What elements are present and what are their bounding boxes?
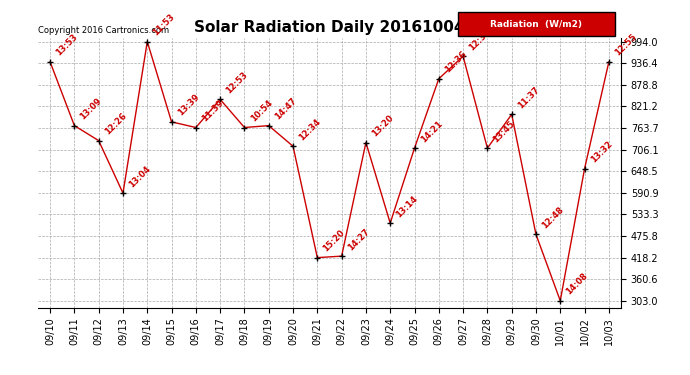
- Text: 12:36: 12:36: [443, 49, 469, 75]
- Text: 13:45: 13:45: [491, 118, 517, 144]
- Text: 11:53: 11:53: [151, 12, 177, 38]
- Text: 12:26: 12:26: [103, 111, 128, 136]
- Text: 13:53: 13:53: [55, 33, 79, 58]
- Text: 13:09: 13:09: [79, 96, 103, 122]
- Text: 12:48: 12:48: [540, 205, 565, 230]
- Title: Solar Radiation Daily 20161004: Solar Radiation Daily 20161004: [194, 20, 465, 35]
- Text: 12:31: 12:31: [467, 27, 493, 52]
- Text: 14:27: 14:27: [346, 226, 371, 252]
- Text: 14:08: 14:08: [564, 272, 590, 297]
- Text: 14:47: 14:47: [273, 96, 298, 122]
- Text: 13:14: 13:14: [395, 194, 420, 219]
- Text: 12:34: 12:34: [297, 117, 322, 142]
- FancyBboxPatch shape: [457, 12, 615, 36]
- Text: 13:20: 13:20: [370, 113, 395, 138]
- Text: 15:20: 15:20: [322, 228, 347, 254]
- Text: 11:39: 11:39: [200, 98, 225, 123]
- Text: 11:37: 11:37: [516, 85, 541, 110]
- Text: 12:55: 12:55: [613, 32, 638, 58]
- Text: Radiation  (W/m2): Radiation (W/m2): [491, 20, 582, 28]
- Text: 10:54: 10:54: [248, 98, 274, 123]
- Text: 12:53: 12:53: [224, 70, 250, 95]
- Text: 14:21: 14:21: [419, 118, 444, 144]
- Text: 13:32: 13:32: [589, 140, 614, 165]
- Text: 13:04: 13:04: [127, 164, 152, 189]
- Text: Copyright 2016 Cartronics.com: Copyright 2016 Cartronics.com: [38, 26, 169, 35]
- Text: 13:39: 13:39: [176, 93, 201, 118]
